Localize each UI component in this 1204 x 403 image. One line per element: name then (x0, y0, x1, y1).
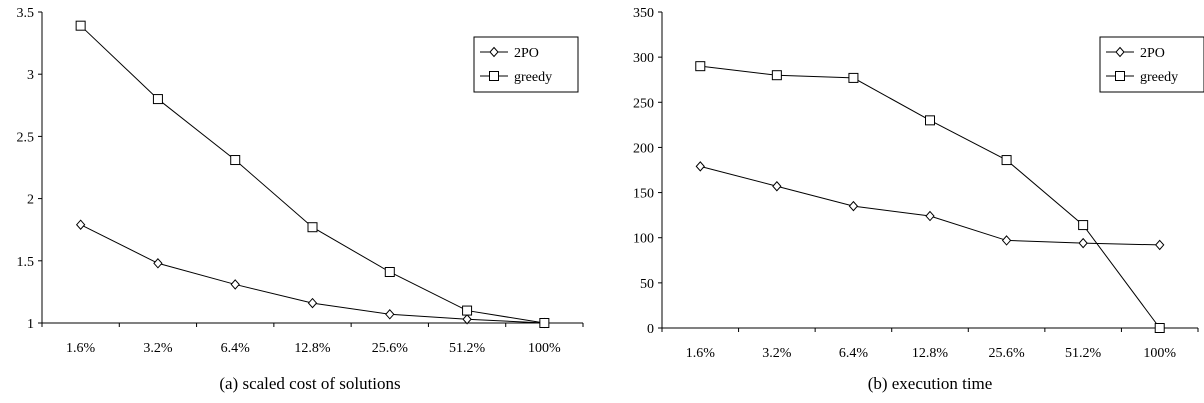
x-tick-label: 6.4% (221, 341, 251, 356)
data-point-greedy (695, 61, 706, 72)
legend-marker (489, 71, 499, 81)
legend-box (473, 36, 579, 93)
y-tick-label: 50 (640, 277, 654, 292)
legend-marker (1115, 71, 1125, 81)
x-tick-label: 51.2% (449, 341, 486, 356)
data-point-greedy (539, 318, 550, 328)
data-point-2PO (462, 314, 472, 325)
y-tick-label: 100 (633, 232, 654, 247)
data-point-2PO (153, 258, 163, 269)
data-point-2PO (848, 200, 859, 212)
y-tick-label: 250 (633, 96, 654, 111)
x-tick-label: 6.4% (839, 346, 869, 361)
data-point-greedy (848, 72, 859, 83)
y-tick-label: 1 (27, 317, 34, 332)
data-point-greedy (1154, 323, 1165, 333)
y-tick-label: 300 (633, 51, 654, 66)
x-tick-label: 25.6% (988, 346, 1025, 361)
data-point-2PO (75, 219, 86, 230)
data-point-2PO (925, 210, 935, 222)
data-point-greedy (1078, 220, 1089, 231)
legend: 2PO greedy (473, 36, 579, 93)
data-point-greedy (384, 266, 395, 277)
data-point-2PO (1155, 239, 1165, 251)
data-point-2PO (1001, 235, 1012, 246)
x-tick-label: 1.6% (686, 346, 716, 361)
data-point-greedy (771, 70, 782, 81)
legend-marker (1115, 46, 1125, 58)
x-tick-label: 12.8% (294, 341, 331, 356)
y-tick-label: 2.5 (17, 130, 35, 145)
data-point-greedy (925, 115, 935, 126)
data-point-2PO (772, 180, 782, 192)
data-point-greedy (152, 94, 163, 105)
legend-label: greedy (1140, 70, 1178, 85)
data-point-2PO (1078, 237, 1088, 249)
y-tick-label: 3.5 (17, 6, 35, 21)
x-tick-label: 100% (1143, 346, 1176, 361)
series-line-2PO (700, 165, 1160, 246)
data-point-greedy (462, 305, 473, 316)
x-tick-label: 3.2% (143, 341, 173, 356)
y-tick-label: 150 (633, 187, 654, 202)
data-point-greedy (75, 20, 86, 31)
x-tick-label: 12.8% (912, 346, 949, 361)
chart-caption: (a) scaled cost of solutions (219, 374, 400, 393)
legend: 2PO greedy (1099, 36, 1204, 93)
data-point-greedy (1001, 155, 1012, 166)
chart-caption: (b) execution time (868, 374, 993, 393)
x-tick-label: 100% (528, 341, 561, 356)
legend-label: 2PO (514, 46, 539, 61)
chart-2: 0 50 100 150 200 250 300 350 1.6% 3.2% 6.4% 12.8% 25… (633, 6, 1204, 393)
y-tick-label: 200 (633, 141, 654, 156)
y-tick-label: 2 (27, 193, 34, 208)
x-tick-label: 3.2% (762, 346, 792, 361)
data-point-2PO (385, 309, 395, 320)
data-point-greedy (307, 222, 318, 233)
legend-marker (489, 46, 499, 58)
legend-label: greedy (514, 70, 552, 85)
data-point-2PO (230, 279, 240, 290)
chart-1: 1 1.5 2 2.5 3 3.5 1.6% 3.2% 6.4% 12.8% 25.6% 51.2% 1… (17, 6, 584, 393)
y-tick-label: 1.5 (17, 255, 35, 270)
y-tick-label: 0 (647, 322, 654, 337)
data-point-greedy (230, 155, 241, 166)
y-tick-label: 3 (27, 68, 34, 83)
x-tick-label: 25.6% (372, 341, 409, 356)
legend-label: 2PO (1140, 46, 1165, 61)
x-tick-label: 1.6% (66, 341, 96, 356)
legend-box (1099, 36, 1204, 93)
data-point-2PO (695, 161, 705, 172)
x-tick-label: 51.2% (1065, 346, 1102, 361)
series-line-greedy (700, 65, 1161, 329)
data-point-2PO (307, 297, 318, 309)
y-tick-label: 350 (633, 6, 654, 21)
